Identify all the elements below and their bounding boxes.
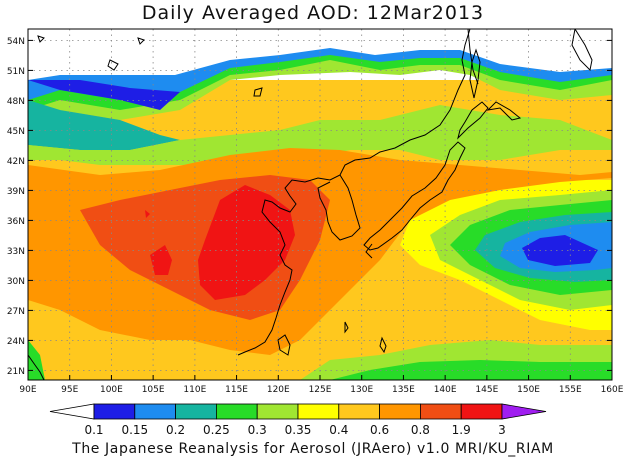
lon-tick-label: 90E	[19, 385, 36, 395]
lon-tick-label: 140E	[434, 385, 457, 395]
colorbar-bin	[379, 403, 421, 420]
colorbar-max-arrow	[501, 403, 547, 420]
lon-tick-label: 110E	[183, 385, 206, 395]
lat-tick-label: 30N	[7, 277, 25, 287]
colorbar-bin	[256, 403, 299, 420]
colorbar-label: 3	[498, 423, 506, 437]
lon-tick-label: 130E	[350, 385, 373, 395]
colorbar-label: 0.25	[203, 423, 230, 437]
lat-tick-label: 39N	[7, 187, 25, 197]
lat-tick-label: 45N	[7, 127, 25, 137]
lon-tick-label: 145E	[475, 385, 498, 395]
lat-tick-label: 21N	[7, 367, 25, 377]
colorbar-label: 0.1	[84, 423, 103, 437]
colorbar-label: 0.6	[370, 423, 389, 437]
lat-tick-label: 51N	[7, 67, 25, 77]
colorbar-bin	[215, 403, 258, 420]
colorbar-label: 0.35	[285, 423, 312, 437]
coastlines	[28, 29, 593, 380]
graticule	[28, 29, 612, 380]
lat-tick-label: 48N	[7, 97, 25, 107]
colorbar-label: 0.2	[166, 423, 185, 437]
colorbar-bin	[460, 403, 503, 420]
lon-tick-label: 105E	[142, 385, 165, 395]
colorbar-label: 1.9	[452, 423, 471, 437]
colorbar-min-arrow	[49, 403, 95, 420]
colorbar-bin	[338, 403, 380, 420]
lat-tick-label: 42N	[7, 157, 25, 167]
colorbar-label: 0.8	[411, 423, 430, 437]
footer-credit: The Japanese Reanalysis for Aerosol (JRA…	[72, 441, 554, 457]
lon-tick-label: 100E	[100, 385, 123, 395]
lat-tick-label: 27N	[7, 307, 25, 317]
map-title: Daily Averaged AOD: 12Mar2013	[141, 2, 485, 24]
colorbar-bin	[175, 403, 217, 420]
colorbar-label: 0.4	[329, 423, 348, 437]
lon-tick-label: 125E	[309, 385, 332, 395]
lon-tick-label: 160E	[601, 385, 624, 395]
colorbar-bin	[419, 403, 462, 420]
lat-tick-label: 33N	[7, 247, 25, 257]
longitude-axis: 90E 95E 100E 105E 110E 115E 120E 125E 130E 135E 14…	[19, 375, 624, 395]
colorbar-label: 0.15	[121, 423, 148, 437]
colorbar-bin	[134, 403, 177, 420]
lon-tick-label: 150E	[517, 385, 540, 395]
lon-tick-label: 135E	[392, 385, 415, 395]
lat-tick-label: 36N	[7, 217, 25, 227]
latitude-axis: 54N 51N 48N 45N 42N 39N 36N 33N 30N 27N 24N 21N	[7, 37, 612, 377]
lat-tick-label: 54N	[7, 37, 25, 47]
lon-tick-label: 155E	[559, 385, 582, 395]
colorbar-label: 0.3	[248, 423, 267, 437]
lon-tick-label: 120E	[267, 385, 290, 395]
lon-tick-label: 95E	[61, 385, 78, 395]
colorbar-bin	[93, 403, 136, 420]
lon-tick-label: 115E	[225, 385, 248, 395]
colorbar: 0.1 0.15 0.2 0.25 0.3 0.35 0.4 0.6 0.8 1.9 3	[49, 403, 547, 437]
colorbar-bin	[297, 403, 340, 420]
lat-tick-label: 24N	[7, 337, 25, 347]
